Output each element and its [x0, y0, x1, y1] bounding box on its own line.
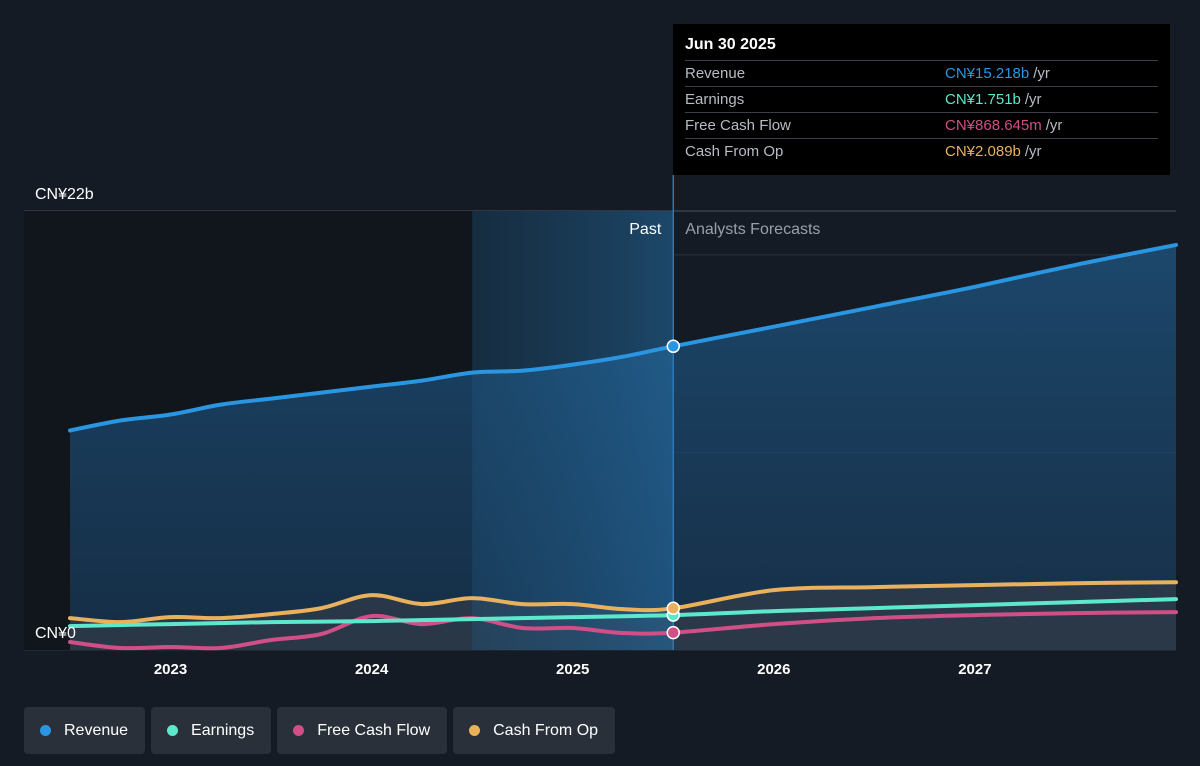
tooltip-date: Jun 30 2025 — [685, 36, 776, 53]
cash-from-op-marker — [666, 601, 681, 616]
earnings-line — [68, 597, 1178, 629]
revenue-line — [68, 242, 1178, 433]
legend-item-earnings[interactable]: Earnings — [151, 707, 272, 754]
tooltip-unit: /yr — [1045, 117, 1063, 134]
tooltip-value: CN¥2.089b — [945, 143, 1021, 160]
tooltip-unit: /yr — [1033, 65, 1050, 82]
tooltip-value: CN¥1.751b — [945, 91, 1021, 108]
x-tick-label: 2025 — [556, 661, 589, 678]
cash-from-op-line — [68, 580, 1178, 625]
legend: Revenue Earnings Free Cash Flow Cash Fro… — [24, 707, 616, 754]
tooltip-value: CN¥15.218b — [945, 65, 1030, 82]
tooltip-value: CN¥868.645m — [945, 117, 1042, 134]
x-tick-label: 2024 — [355, 661, 389, 678]
tooltip-label: Earnings — [685, 91, 745, 108]
free-cash-flow-marker — [666, 625, 681, 640]
legend-label: Free Cash Flow — [317, 721, 431, 739]
tooltip-row-revenue: Revenue CN¥15.218b /yr — [685, 60, 1158, 86]
legend-label: Revenue — [64, 721, 129, 739]
cash-from-op-dot-icon — [469, 725, 481, 736]
revenue-marker — [666, 339, 681, 354]
legend-item-revenue[interactable]: Revenue — [24, 707, 146, 754]
tooltip-row-cash-from-op: Cash From Op CN¥2.089b /yr — [685, 138, 1158, 164]
hover-markers — [666, 339, 681, 640]
legend-label: Cash From Op — [493, 721, 599, 739]
tooltip-label: Revenue — [685, 65, 746, 82]
tooltip-label: Free Cash Flow — [685, 117, 791, 134]
legend-label: Earnings — [191, 721, 255, 739]
tooltip-label: Cash From Op — [685, 143, 784, 160]
tooltip-row-free-cash-flow: Free Cash Flow CN¥868.645m /yr — [685, 112, 1158, 138]
series-lines — [68, 175, 1178, 651]
forecast-label: Analysts Forecasts — [685, 221, 820, 238]
tooltip-row-earnings: Earnings CN¥1.751b /yr — [685, 86, 1158, 112]
y-axis-top-label: CN¥22b — [35, 186, 94, 203]
x-tick-label: 2026 — [757, 661, 790, 678]
tooltip-panel: Jun 30 2025 Revenue CN¥15.218b /yr Earni… — [673, 24, 1170, 175]
earnings-dot-icon — [167, 725, 179, 736]
free-cash-flow-dot-icon — [293, 725, 305, 736]
free-cash-flow-line — [68, 610, 1178, 651]
tooltip-unit: /yr — [1024, 91, 1042, 108]
revenue-dot-icon — [40, 725, 51, 736]
legend-item-free-cash-flow[interactable]: Free Cash Flow — [277, 707, 448, 754]
tooltip-unit: /yr — [1024, 143, 1042, 160]
past-highlight-band — [472, 211, 674, 650]
x-tick-label: 2027 — [958, 661, 991, 678]
axis-labels: CN¥22b CN¥0 Past Analysts Forecasts 2023 2024… — [35, 186, 992, 678]
past-label: Past — [629, 221, 662, 238]
y-axis-bottom-label: CN¥0 — [35, 625, 76, 642]
x-tick-label: 2023 — [154, 661, 187, 678]
legend-item-cash-from-op[interactable]: Cash From Op — [453, 707, 616, 754]
